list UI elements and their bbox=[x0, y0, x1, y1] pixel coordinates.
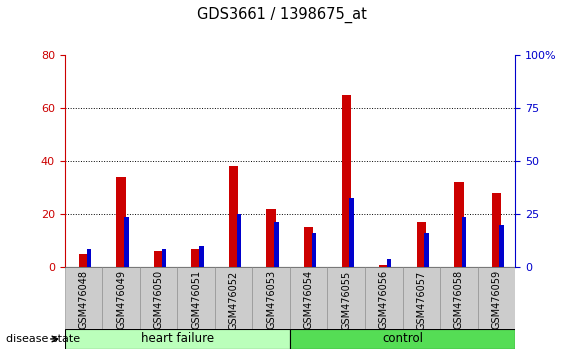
Bar bbox=[65, 329, 290, 349]
Bar bbox=[252, 267, 290, 329]
Text: disease state: disease state bbox=[6, 334, 80, 344]
Bar bbox=[454, 182, 463, 267]
Bar bbox=[65, 267, 102, 329]
Bar bbox=[462, 217, 466, 267]
Bar bbox=[124, 217, 128, 267]
Bar bbox=[403, 267, 440, 329]
Text: GSM476049: GSM476049 bbox=[116, 270, 126, 329]
Bar bbox=[342, 95, 351, 267]
Bar bbox=[266, 209, 276, 267]
Bar bbox=[425, 233, 429, 267]
Bar bbox=[304, 227, 314, 267]
Bar bbox=[290, 267, 328, 329]
Text: GSM476056: GSM476056 bbox=[379, 270, 389, 330]
Text: GSM476055: GSM476055 bbox=[341, 270, 351, 330]
Bar bbox=[229, 166, 238, 267]
Bar bbox=[215, 267, 252, 329]
Bar bbox=[379, 265, 388, 267]
Bar bbox=[440, 267, 477, 329]
Bar bbox=[236, 214, 241, 267]
Bar bbox=[491, 193, 501, 267]
Bar bbox=[140, 267, 177, 329]
Bar bbox=[117, 177, 126, 267]
Text: GDS3661 / 1398675_at: GDS3661 / 1398675_at bbox=[196, 7, 367, 23]
Bar bbox=[154, 251, 163, 267]
Bar bbox=[87, 249, 91, 267]
Bar bbox=[290, 329, 515, 349]
Text: GSM476057: GSM476057 bbox=[416, 270, 426, 330]
Text: GSM476051: GSM476051 bbox=[191, 270, 201, 330]
Bar bbox=[162, 249, 166, 267]
Bar bbox=[274, 222, 279, 267]
Text: control: control bbox=[382, 332, 423, 346]
Bar bbox=[79, 254, 88, 267]
Text: GSM476052: GSM476052 bbox=[229, 270, 239, 330]
Text: heart failure: heart failure bbox=[141, 332, 214, 346]
Bar bbox=[477, 267, 515, 329]
Bar bbox=[102, 267, 140, 329]
Bar bbox=[191, 249, 201, 267]
Text: GSM476048: GSM476048 bbox=[78, 270, 88, 329]
Bar bbox=[312, 233, 316, 267]
Text: GSM476053: GSM476053 bbox=[266, 270, 276, 330]
Bar bbox=[177, 267, 215, 329]
Text: GSM476050: GSM476050 bbox=[154, 270, 164, 330]
Text: GSM476054: GSM476054 bbox=[303, 270, 314, 330]
Bar bbox=[417, 222, 426, 267]
Text: GSM476058: GSM476058 bbox=[454, 270, 464, 330]
Text: GSM476059: GSM476059 bbox=[491, 270, 502, 330]
Bar bbox=[199, 246, 204, 267]
Bar bbox=[328, 267, 365, 329]
Bar bbox=[349, 198, 354, 267]
Bar bbox=[387, 259, 391, 267]
Bar bbox=[499, 225, 504, 267]
Bar bbox=[365, 267, 403, 329]
